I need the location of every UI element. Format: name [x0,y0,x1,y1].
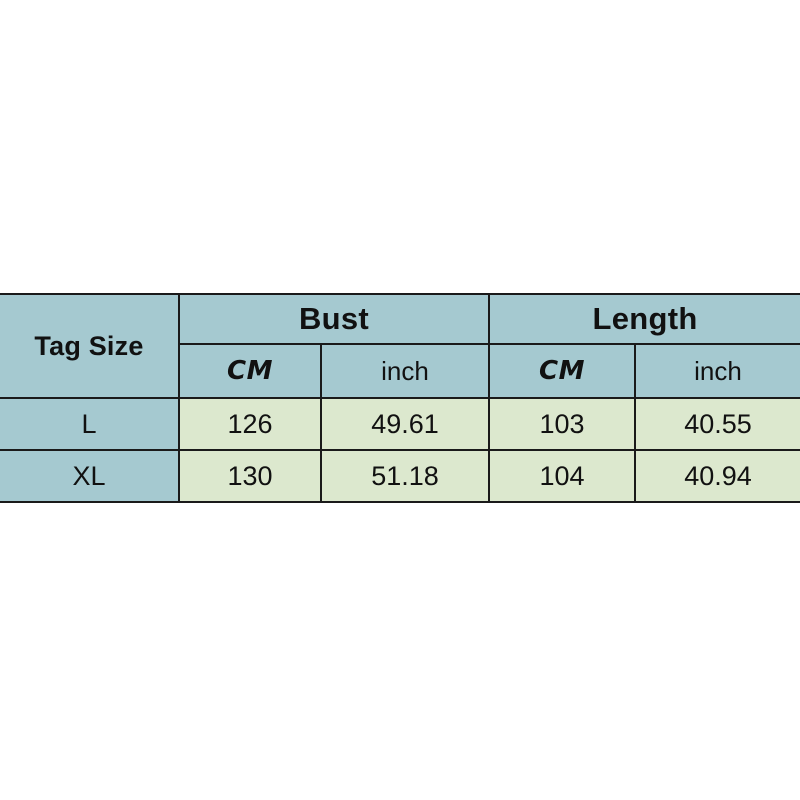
cell-bust-cm: 126 [178,397,322,451]
column-header-bust-inch: inch [320,343,490,399]
cell-length-inch: 40.55 [633,397,800,451]
column-group-header-bust: Bust [178,293,490,345]
column-header-length-inch: inch [633,343,800,399]
cell-length-cm: 104 [488,449,636,503]
column-header-length-cm: CM [488,343,636,399]
column-group-header-length: Length [487,293,800,345]
row-header-size: L [0,397,180,451]
cell-length-inch: 40.94 [633,449,800,503]
table-header-units-row: CM inch CM inch [0,343,800,399]
cell-bust-cm: 130 [178,449,322,503]
cell-bust-inch: 49.61 [320,397,490,451]
size-chart-table: Tag Size Bust Length CM inch CM inch L 1… [0,293,800,503]
row-header-size: XL [0,449,180,503]
column-header-tag-size: Tag Size [0,293,180,399]
size-chart-container: Tag Size Bust Length CM inch CM inch L 1… [0,293,800,503]
cell-bust-inch: 51.18 [320,449,490,503]
table-row: XL 130 51.18 104 40.94 [0,449,800,503]
table-row: L 126 49.61 103 40.55 [0,397,800,451]
column-header-bust-cm: CM [179,343,322,399]
cell-length-cm: 103 [488,397,636,451]
table-header-group-row: Tag Size Bust Length [0,293,800,399]
